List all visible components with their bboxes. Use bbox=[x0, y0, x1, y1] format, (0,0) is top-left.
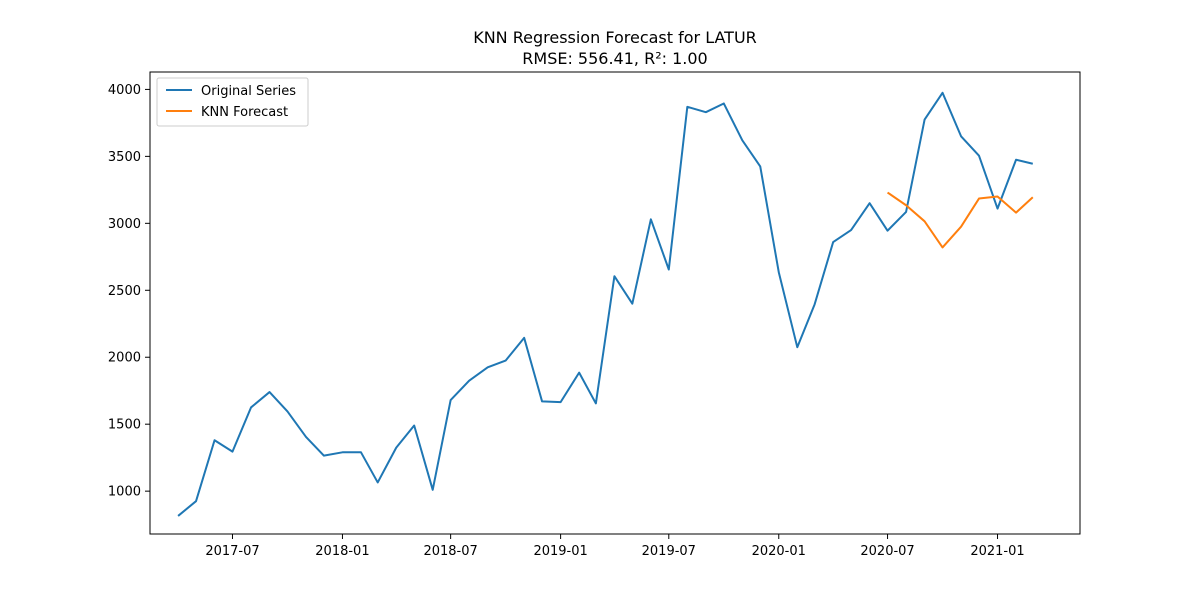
series-line-original-series bbox=[177, 91, 1034, 517]
x-tick-label: 2019-07 bbox=[642, 544, 696, 559]
y-tick-label: 1500 bbox=[108, 418, 141, 433]
x-tick-label: 2020-01 bbox=[752, 544, 806, 559]
y-tick-label: 1000 bbox=[108, 485, 141, 500]
chart-subtitle: RMSE: 556.41, R²: 1.00 bbox=[522, 49, 707, 68]
x-axis-ticks: 2017-07 2018-01 2018-07 2019-01 2019-07 2020-… bbox=[205, 534, 1025, 559]
legend-label-original-series: Original Series bbox=[201, 84, 296, 99]
x-tick-label: 2020-07 bbox=[860, 544, 914, 559]
x-tick-label: 2018-07 bbox=[423, 544, 477, 559]
x-tick-label: 2019-01 bbox=[533, 544, 587, 559]
x-tick-label: 2017-07 bbox=[205, 544, 259, 559]
x-tick-label: 2021-01 bbox=[970, 544, 1024, 559]
legend-box bbox=[156, 77, 309, 127]
y-tick-label: 4000 bbox=[108, 83, 141, 98]
series-layer bbox=[177, 91, 1034, 517]
y-tick-label: 3000 bbox=[108, 217, 141, 232]
legend: Original Series KNN Forecast bbox=[156, 77, 309, 127]
chart-title: KNN Regression Forecast for LATUR bbox=[473, 28, 757, 47]
y-tick-label: 2500 bbox=[108, 284, 141, 299]
y-tick-label: 2000 bbox=[108, 351, 141, 366]
x-tick-label: 2018-01 bbox=[315, 544, 369, 559]
plot-area-frame bbox=[149, 71, 1081, 535]
y-axis-ticks: 1000 1500 2000 2500 3000 3500 4000 bbox=[108, 83, 150, 500]
series-line-knn-forecast bbox=[886, 191, 1034, 249]
y-tick-label: 3500 bbox=[108, 150, 141, 165]
legend-label-knn-forecast: KNN Forecast bbox=[201, 105, 288, 120]
